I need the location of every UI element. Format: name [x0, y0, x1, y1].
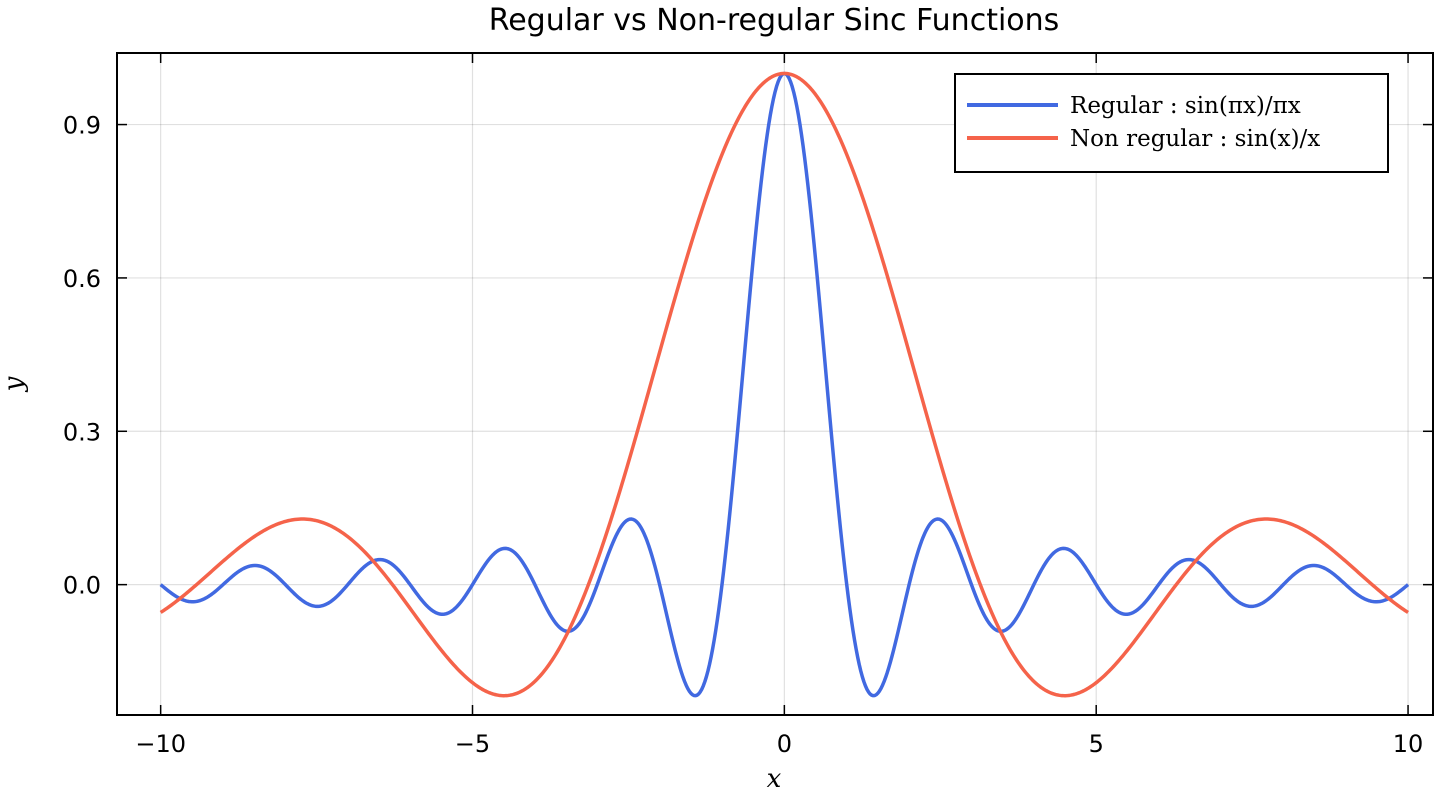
y-axis-label: y — [0, 376, 29, 392]
series-lines — [159, 71, 1410, 698]
legend: Regular : sin(πx)/πx Non regular : sin(x)… — [954, 73, 1389, 173]
y-tick-label: 0.0 — [63, 572, 101, 600]
legend-box — [954, 73, 1389, 173]
x-tick-label: −10 — [135, 730, 186, 758]
legend-label: Regular : sin(πx)/πx — [1070, 93, 1301, 119]
chart-title: Regular vs Non-regular Sinc Functions — [489, 3, 1060, 38]
legend-label: Non regular : sin(x)/x — [1070, 126, 1320, 152]
y-tick-label: 0.6 — [63, 265, 101, 293]
y-tick-label: 0.3 — [63, 418, 101, 446]
x-tick-label: 5 — [1089, 730, 1104, 758]
series-line-non-regular — [159, 71, 1410, 698]
y-tick-label: 0.9 — [63, 112, 101, 140]
x-axis-label: x — [767, 764, 782, 794]
x-tick-label: 0 — [777, 730, 792, 758]
x-tick-label: 10 — [1393, 730, 1424, 758]
axis-ticks: −10 −5 0 5 10 0.0 0.3 0.6 0.9 — [63, 53, 1433, 758]
plot-frame — [116, 52, 1434, 716]
x-tick-label: −5 — [455, 730, 490, 758]
